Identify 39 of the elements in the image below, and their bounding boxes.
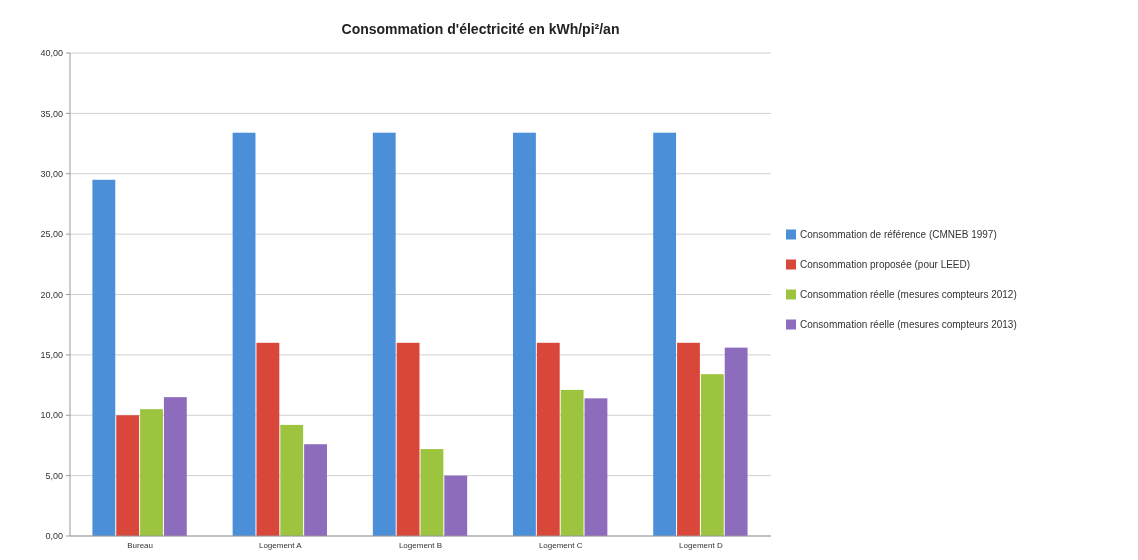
bar xyxy=(140,409,163,536)
bar xyxy=(513,132,536,536)
bar xyxy=(560,389,584,536)
bar xyxy=(396,342,420,536)
bar xyxy=(116,415,140,536)
x-tick-label: Logement C xyxy=(538,541,583,550)
x-tick-label: Logement B xyxy=(398,541,443,550)
y-tick-label: 30,00 xyxy=(40,168,63,179)
y-tick-label: 5,00 xyxy=(45,470,63,481)
y-tick-label: 40,00 xyxy=(40,48,63,59)
bar xyxy=(163,397,187,536)
x-tick-label: Bureau xyxy=(127,541,153,550)
bar xyxy=(677,342,700,536)
x-tick-label: Logement A xyxy=(258,541,303,550)
bar xyxy=(372,132,396,536)
y-tick-label: 25,00 xyxy=(40,229,63,240)
legend-label: Consommation réelle (mesures compteurs 2012) xyxy=(800,289,1017,300)
x-tick-label: Logement D xyxy=(679,541,723,550)
bar xyxy=(304,444,327,536)
bar xyxy=(92,179,116,536)
y-tick-label: 15,00 xyxy=(40,350,63,361)
bar xyxy=(584,398,608,536)
legend-label: Consommation proposée (pour LEED) xyxy=(800,259,971,270)
bar xyxy=(256,342,280,536)
bar xyxy=(700,374,724,536)
chart-title: Consommation d'électricité en kWh/pi²/an xyxy=(341,21,620,37)
bar xyxy=(444,475,468,536)
y-tick-label: 0,00 xyxy=(45,531,63,542)
bar xyxy=(280,424,304,536)
bar xyxy=(724,347,748,536)
bar xyxy=(232,132,256,536)
bar xyxy=(653,132,677,536)
y-tick-label: 10,00 xyxy=(40,410,63,421)
bar xyxy=(420,449,444,536)
legend-label: Consommation réelle (mesures compteurs 2013) xyxy=(800,319,1017,330)
y-tick-label: 35,00 xyxy=(40,108,63,119)
y-tick-label: 20,00 xyxy=(40,289,63,300)
legend-label: Consommation de référence (CMNEB 1997) xyxy=(800,229,997,240)
bar xyxy=(536,342,560,536)
